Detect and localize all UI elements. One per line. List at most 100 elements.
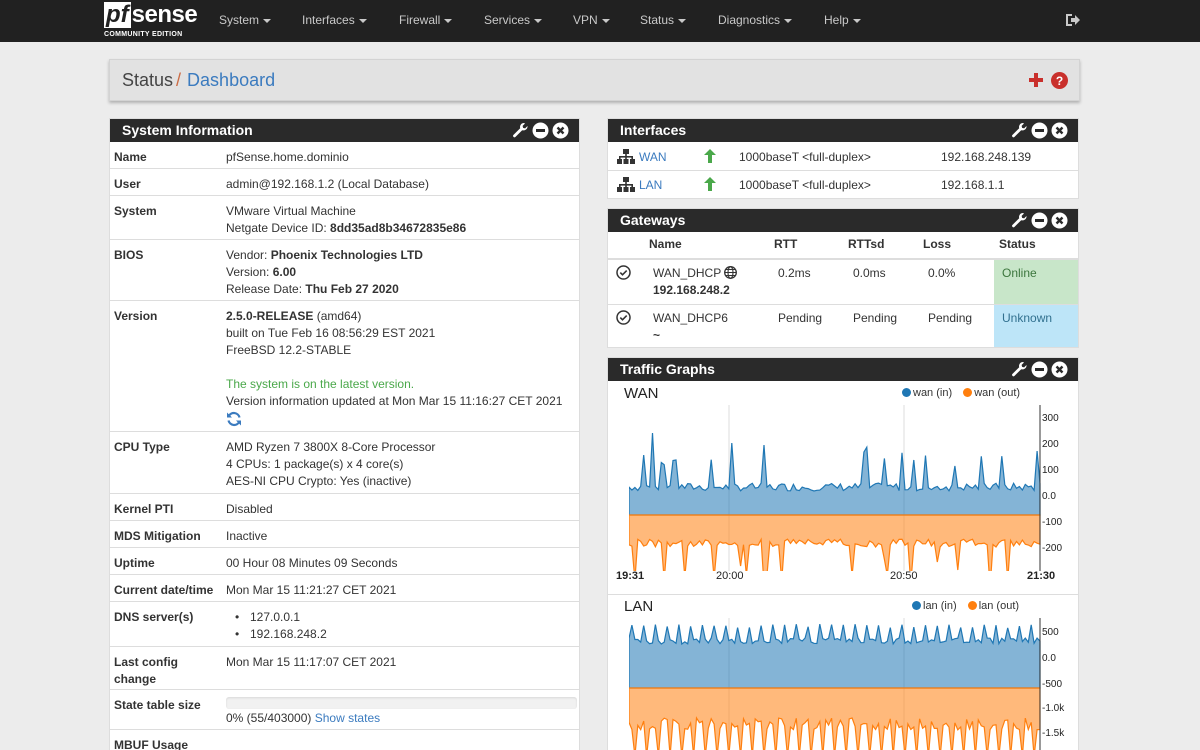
gateways-heading: Gateways xyxy=(608,209,1078,232)
traffic-graphs-title: Traffic Graphs xyxy=(620,361,715,377)
gateway-loss: 0.0% xyxy=(928,266,956,280)
label-user: User xyxy=(114,177,141,191)
interface-media: 1000baseT <full-duplex> xyxy=(739,150,871,164)
y-tick-label: -1.0k xyxy=(1042,703,1065,714)
bios-date-label: Release Date: xyxy=(226,282,306,296)
minimize-icon[interactable] xyxy=(1031,212,1048,229)
y-tick-label: 500 xyxy=(1042,627,1059,638)
x-tick-label: 20:00 xyxy=(716,570,744,582)
wrench-icon[interactable] xyxy=(1011,361,1028,378)
legend-in-label: lan (in) xyxy=(923,600,957,612)
system-information-table: Name pfSense.home.dominio User admin@192… xyxy=(110,142,579,750)
globe-icon xyxy=(724,266,738,279)
arrow-up-icon xyxy=(704,177,716,191)
label-name: Name xyxy=(114,150,147,164)
row-mbuf: MBUF Usage xyxy=(110,730,579,750)
legend-out-swatch xyxy=(967,601,977,610)
menu-help[interactable]: Help xyxy=(824,0,861,42)
menu-services[interactable]: Services xyxy=(484,0,543,42)
value-cpu: AMD Ryzen 7 3800X 8-Core Processor 4 CPU… xyxy=(226,439,435,490)
legend-in[interactable]: wan (in) xyxy=(902,387,952,399)
traffic-graphs-widget: Traffic Graphs WAN wan (in) wan (out) 30… xyxy=(607,357,1079,750)
cpu-crypto: AES-NI CPU Crypto: Yes (inactive) xyxy=(226,474,412,488)
menu-system[interactable]: System xyxy=(219,0,272,42)
value-kernel-pti: Disabled xyxy=(226,502,273,516)
close-icon[interactable] xyxy=(1051,212,1068,229)
legend-in[interactable]: lan (in) xyxy=(912,600,957,612)
legend-out-label: lan (out) xyxy=(978,600,1020,612)
value-uptime: 00 Hour 08 Minutes 09 Seconds xyxy=(226,556,398,570)
gateways-widget: Gateways Name RTT RTTsd Loss Status WAN_… xyxy=(607,208,1079,348)
wrench-icon[interactable] xyxy=(1011,122,1028,139)
gateway-address: ~ xyxy=(653,328,661,342)
wan-legend: wan (in) wan (out) xyxy=(902,387,1020,399)
menu-diagnostics[interactable]: Diagnostics xyxy=(718,0,793,42)
bios-vendor-label: Vendor: xyxy=(226,248,271,262)
wrench-icon[interactable] xyxy=(512,122,529,139)
gateway-status-text: Unknown xyxy=(1002,311,1053,325)
menu-status[interactable]: Status xyxy=(640,0,687,42)
pfsense-logo[interactable]: pf sense COMMUNITY EDITION xyxy=(104,2,198,39)
help-icon[interactable]: ? xyxy=(1051,72,1068,89)
bios-version: 6.00 xyxy=(272,265,297,279)
lan-out-series xyxy=(629,687,1041,750)
menu-interfaces[interactable]: Interfaces xyxy=(302,0,367,42)
state-table-progress-bar xyxy=(226,697,577,709)
gateway-rttsd: Pending xyxy=(853,311,898,325)
lan-graph-title: LAN xyxy=(624,598,654,615)
legend-out[interactable]: wan (out) xyxy=(963,387,1020,399)
menu-firewall[interactable]: Firewall xyxy=(399,0,453,42)
add-widget-icon[interactable] xyxy=(1028,70,1044,90)
y-tick-label: 0.0 xyxy=(1042,653,1056,664)
dns-server-item: 192.168.248.2 xyxy=(230,626,327,643)
minimize-icon[interactable] xyxy=(532,122,549,139)
value-mds: Inactive xyxy=(226,529,268,543)
gateway-name: WAN_DHCP xyxy=(653,266,722,280)
row-mds: MDS Mitigation Inactive xyxy=(110,521,579,548)
label-last-config: Last config change xyxy=(114,655,179,686)
lan-chart-area xyxy=(629,618,1041,750)
close-icon[interactable] xyxy=(1051,361,1068,378)
cpu-count: 4 CPUs: 1 package(s) x 4 core(s) xyxy=(226,457,404,471)
show-states-link[interactable]: Show states xyxy=(314,711,381,725)
interface-media: 1000baseT <full-duplex> xyxy=(739,178,871,192)
breadcrumb-dashboard[interactable]: Dashboard xyxy=(187,70,276,90)
x-tick-label: 19:31 xyxy=(616,570,645,582)
system-information-widget: System Information Name pfSense.home.dom… xyxy=(109,118,580,750)
interface-link-wan[interactable]: WAN xyxy=(639,150,667,164)
lan-legend: lan (in) lan (out) xyxy=(912,600,1019,612)
row-kernel-pti: Kernel PTI Disabled xyxy=(110,494,579,521)
close-icon[interactable] xyxy=(552,122,569,139)
value-last-config: Mon Mar 15 11:17:07 CET 2021 xyxy=(226,655,397,669)
row-user: User admin@192.168.1.2 (Local Database) xyxy=(110,169,579,196)
gateway-name-cell: WAN_DHCP6 ~ xyxy=(653,310,728,344)
breadcrumb-status[interactable]: Status xyxy=(122,70,174,90)
check-circle-icon xyxy=(616,310,631,325)
logout-icon[interactable] xyxy=(1064,12,1080,28)
breadcrumb-separator: / xyxy=(176,70,182,90)
gateway-name-cell: WAN_DHCP 192.168.248.2 xyxy=(653,265,738,299)
version-freebsd: FreeBSD 12.2-STABLE xyxy=(226,343,352,357)
device-id-label: Netgate Device ID: xyxy=(226,221,331,235)
interface-link-lan[interactable]: LAN xyxy=(639,178,663,192)
graph-divider xyxy=(608,594,1078,595)
wan-traffic-graph: WAN wan (in) wan (out) 300 200 100 0.0 -… xyxy=(608,381,1078,591)
gateway-loss: Pending xyxy=(928,311,973,325)
label-uptime: Uptime xyxy=(114,556,155,570)
close-icon[interactable] xyxy=(1051,122,1068,139)
gateway-rtt: 0.2ms xyxy=(778,266,811,280)
bios-date: Thu Feb 27 2020 xyxy=(305,282,399,296)
check-circle-icon xyxy=(616,265,631,280)
legend-out[interactable]: lan (out) xyxy=(967,600,1020,612)
y-tick-label: -100 xyxy=(1042,517,1063,528)
refresh-icon[interactable] xyxy=(226,411,242,427)
interface-ip: 192.168.248.139 xyxy=(941,150,1032,164)
x-tick-label: 21:30 xyxy=(1027,570,1056,582)
menu-vpn[interactable]: VPN xyxy=(573,0,610,42)
wrench-icon[interactable] xyxy=(1011,212,1028,229)
gateway-rttsd: 0.0ms xyxy=(853,266,886,280)
minimize-icon[interactable] xyxy=(1031,122,1048,139)
menu-status-label: Status xyxy=(640,13,675,27)
minimize-icon[interactable] xyxy=(1031,361,1048,378)
value-state-table: 0% (55/403000) Show states xyxy=(226,710,380,727)
